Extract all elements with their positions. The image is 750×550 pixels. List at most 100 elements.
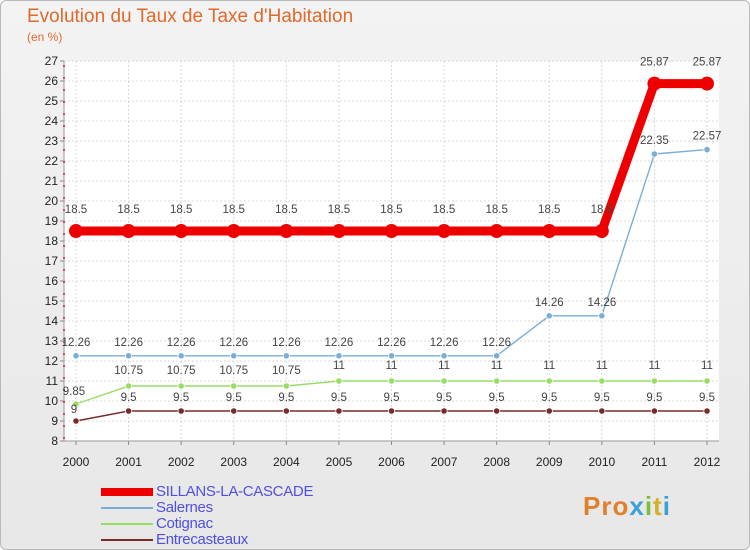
data-label: 12.26 [272, 337, 301, 349]
data-point [545, 377, 553, 385]
data-label: 11 [701, 360, 713, 372]
data-point [226, 224, 241, 238]
data-point [335, 377, 343, 385]
data-label: 25.87 [640, 57, 669, 69]
data-point [69, 224, 83, 238]
data-point [124, 382, 133, 390]
x-tick-label: 2007 [431, 455, 458, 469]
logo-part-4: t [653, 491, 663, 521]
axis-accent-dot [63, 305, 65, 307]
data-point [335, 407, 343, 415]
axis-accent-dot [63, 425, 65, 427]
data-label: 10.75 [219, 365, 248, 377]
data-label: 12.26 [482, 337, 511, 349]
data-point [594, 224, 609, 238]
axis-accent-dot [63, 221, 65, 223]
x-tick-label: 2011 [642, 455, 668, 469]
legend-swatch [101, 523, 153, 525]
data-point [282, 382, 290, 390]
chart-title: Evolution du Taux de Taxe d'Habitation [27, 6, 354, 27]
data-point [440, 407, 448, 415]
data-point [700, 76, 714, 91]
data-label: 11 [648, 360, 660, 372]
data-point [650, 407, 659, 415]
data-point [440, 377, 448, 385]
data-label: 9.5 [436, 392, 452, 404]
data-point [177, 407, 185, 415]
y-tick-label: 13 [45, 334, 59, 348]
data-label: 18.5 [117, 204, 139, 216]
data-label: 18.5 [275, 204, 297, 216]
axis-accent-dot [63, 161, 65, 163]
data-point [121, 224, 136, 238]
y-tick-label: 23 [45, 134, 59, 148]
axis-accent-dot [63, 317, 65, 319]
data-label: 10.75 [114, 365, 143, 377]
axis-accent-dot [63, 185, 65, 187]
data-point [72, 417, 80, 425]
legend-label: Entrecasteaux [156, 531, 248, 548]
legend-label: Cotignac [156, 515, 213, 532]
data-point [703, 146, 711, 154]
data-point [72, 400, 80, 408]
data-label: 18.5 [223, 204, 245, 216]
data-point [598, 407, 606, 415]
axis-accent-dot [63, 365, 65, 367]
y-tick-label: 11 [46, 374, 59, 388]
data-label: 14.26 [535, 297, 564, 309]
y-tick-label: 16 [45, 274, 59, 288]
data-point [437, 224, 452, 238]
data-label: 14.26 [587, 297, 616, 309]
data-label: 9.5 [489, 392, 505, 404]
data-label: 12.26 [167, 337, 196, 349]
data-point [124, 352, 133, 360]
data-label: 18.5 [485, 204, 507, 216]
data-point [650, 377, 659, 385]
x-tick-label: 2008 [483, 455, 510, 469]
y-tick-label: 24 [45, 114, 59, 128]
data-label: 9.5 [121, 392, 137, 404]
legend-swatch [101, 488, 153, 496]
data-point [598, 312, 606, 320]
legend-label: Salernes [156, 499, 213, 516]
data-point [387, 352, 396, 360]
x-tick-label: 2010 [588, 455, 615, 469]
data-label: 12.26 [114, 337, 143, 349]
data-label: 11 [386, 360, 398, 372]
data-label: 9.5 [699, 392, 715, 404]
data-point [647, 76, 662, 91]
data-label: 18.5 [65, 204, 87, 216]
data-point [282, 407, 290, 415]
data-point [598, 377, 606, 385]
axis-accent-dot [63, 245, 65, 247]
y-tick-label: 20 [45, 194, 59, 208]
y-tick-label: 18 [45, 234, 59, 248]
legend-swatch [101, 507, 153, 509]
axis-accent-dot [63, 353, 65, 355]
data-label: 9.5 [226, 392, 242, 404]
data-label: 11 [438, 360, 450, 372]
data-label: 11 [596, 360, 608, 372]
data-label: 9.5 [541, 392, 557, 404]
data-label: 22.35 [640, 135, 669, 147]
data-label: 9.85 [63, 386, 85, 398]
data-point [279, 224, 294, 238]
x-tick-label: 2003 [220, 455, 247, 469]
axis-accent-dot [63, 149, 65, 151]
data-label: 12.26 [430, 337, 459, 349]
data-point [440, 352, 448, 360]
data-label: 9.5 [384, 392, 400, 404]
data-point [493, 377, 501, 385]
data-label: 12.26 [219, 337, 248, 349]
axis-accent-dot [63, 437, 65, 439]
data-point [703, 407, 711, 415]
data-label: 12.26 [325, 337, 354, 349]
data-point [331, 224, 346, 238]
axis-accent-dot [63, 65, 65, 67]
axis-accent-dot [63, 401, 65, 403]
data-label: 22.57 [693, 131, 722, 143]
y-tick-label: 10 [45, 394, 59, 408]
axis-accent-dot [63, 233, 65, 235]
data-label: 9.5 [278, 392, 294, 404]
